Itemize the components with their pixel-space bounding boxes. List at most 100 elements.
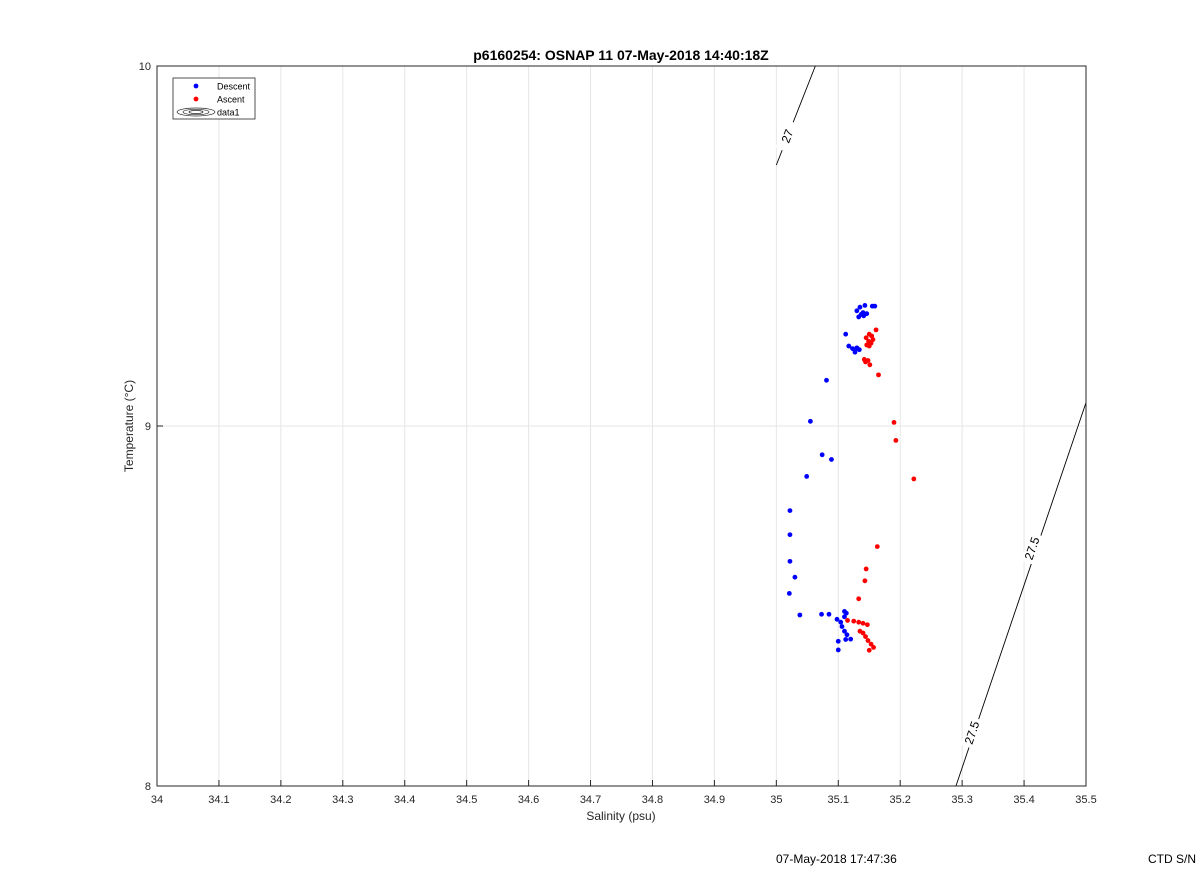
descent-point <box>807 418 813 424</box>
contour-label-bg <box>1020 531 1044 565</box>
footer-serial: CTD S/N <box>1148 852 1196 866</box>
descent-point <box>819 452 825 458</box>
descent-point <box>861 313 867 319</box>
descent-point <box>843 331 849 337</box>
descent-point <box>835 638 841 644</box>
descent-point <box>862 303 868 308</box>
descent-point <box>786 591 792 596</box>
x-tick-label: 34.6 <box>518 794 539 806</box>
ascent-point <box>866 647 872 653</box>
y-tick-label: 9 <box>145 421 151 433</box>
legend-marker-descent <box>193 83 199 89</box>
descent-point <box>787 532 793 538</box>
descent-point <box>856 314 862 320</box>
x-tick-label: 34.1 <box>208 794 229 806</box>
ascent-point <box>863 335 869 341</box>
descent-point <box>843 610 849 616</box>
descent-point <box>838 619 844 625</box>
descent-point <box>848 636 854 642</box>
x-tick-label: 35.2 <box>889 794 910 806</box>
ascent-point <box>867 362 873 368</box>
ascent-point <box>845 618 850 623</box>
footer-timestamp: 07-May-2018 17:47:36 <box>776 852 897 866</box>
ascent-point <box>874 544 880 549</box>
y-tick-label: 8 <box>145 781 151 793</box>
descent-point <box>819 611 824 617</box>
legend-label-descent: Descent <box>217 82 251 92</box>
descent-point <box>826 611 832 617</box>
ascent-point <box>866 343 872 349</box>
ascent-point <box>876 372 881 378</box>
descent-point <box>842 614 847 620</box>
legend-label-data1: data1 <box>217 108 240 118</box>
descent-point <box>872 303 878 309</box>
y-axis-label: Temperature (°C) <box>122 380 136 472</box>
chart-title: p6160254: OSNAP 11 07-May-2018 14:40:18Z <box>473 47 769 63</box>
x-tick-label: 34.3 <box>332 794 353 806</box>
scatter-points <box>786 303 917 653</box>
contour-label-bg <box>960 716 984 750</box>
descent-point <box>792 574 798 580</box>
ascent-point <box>864 622 870 628</box>
ascent-point <box>862 578 868 584</box>
ascent-point <box>870 337 876 342</box>
legend-box <box>172 77 256 120</box>
x-tick-label: 34 <box>151 794 163 806</box>
descent-point <box>839 624 845 629</box>
ascent-point <box>865 638 871 643</box>
x-tick-label: 35.5 <box>1075 794 1096 806</box>
x-tick-label: 34.9 <box>704 794 725 806</box>
x-tick-label: 35.3 <box>951 794 972 806</box>
x-tick-label: 34.2 <box>270 794 291 806</box>
descent-point <box>835 647 841 653</box>
descent-point <box>857 304 863 310</box>
legend-marker-ascent <box>193 96 199 102</box>
descent-point <box>842 628 847 634</box>
descent-point <box>852 349 858 355</box>
descent-point <box>797 612 803 618</box>
ascent-point <box>860 630 866 636</box>
ascent-point <box>863 359 868 365</box>
descent-point <box>804 474 810 479</box>
descent-point <box>846 343 852 349</box>
axis-ticks: 34 34.1 34.2 34.3 34.4 34.5 34.6 34.7 34.8 34.9 35… <box>139 61 1097 806</box>
x-tick-label: 35.1 <box>828 794 849 806</box>
descent-point <box>856 347 862 353</box>
legend-contour-icon <box>176 107 216 117</box>
descent-point <box>843 637 849 642</box>
ascent-point <box>893 438 899 443</box>
ascent-point <box>891 420 897 425</box>
x-tick-label: 34.5 <box>456 794 477 806</box>
x-axis-label: Salinity (psu) <box>586 809 655 823</box>
ascent-point <box>863 634 868 639</box>
ascent-point <box>856 619 862 625</box>
x-tick-label: 35 <box>770 794 782 806</box>
ascent-point <box>860 620 866 626</box>
contour-label: 27 <box>779 127 797 145</box>
ascent-point <box>869 333 875 339</box>
x-tick-label: 34.8 <box>642 794 663 806</box>
legend: Descent Ascent data1 <box>172 77 256 120</box>
ascent-point <box>871 645 876 650</box>
descent-point <box>824 377 829 383</box>
x-tick-label: 35.4 <box>1013 794 1034 806</box>
ascent-point <box>856 596 862 602</box>
legend-label-ascent: Ascent <box>217 95 245 105</box>
y-tick-label: 10 <box>139 61 151 73</box>
x-tick-label: 34.7 <box>580 794 601 806</box>
descent-point <box>787 558 793 564</box>
ascent-point <box>911 476 917 482</box>
ascent-point <box>868 641 874 647</box>
descent-point <box>854 308 860 314</box>
contour-label-bg <box>775 119 800 153</box>
descent-point <box>834 616 840 622</box>
ascent-point <box>863 566 869 572</box>
descent-point <box>829 457 834 462</box>
descent-point <box>844 632 850 638</box>
descent-point <box>787 508 793 513</box>
ascent-point <box>851 618 857 624</box>
x-tick-label: 34.4 <box>394 794 415 806</box>
ascent-point <box>873 327 879 333</box>
